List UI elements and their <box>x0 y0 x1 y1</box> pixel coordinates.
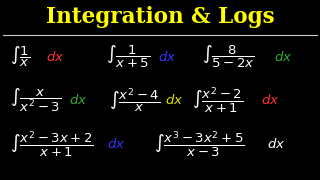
Text: $dx$: $dx$ <box>46 50 65 64</box>
Text: $\int \dfrac{x^2-2}{x+1}$: $\int \dfrac{x^2-2}{x+1}$ <box>192 85 243 115</box>
Text: $dx$: $dx$ <box>261 93 279 107</box>
Text: $\int \dfrac{x^2-3x+2}{x+1}$: $\int \dfrac{x^2-3x+2}{x+1}$ <box>10 129 93 159</box>
Text: $\int \dfrac{x^3-3x^2+5}{x-3}$: $\int \dfrac{x^3-3x^2+5}{x-3}$ <box>154 129 244 159</box>
Text: $dx$: $dx$ <box>274 50 292 64</box>
Text: $dx$: $dx$ <box>267 137 285 151</box>
Text: $\int \dfrac{x^2-4}{x}$: $\int \dfrac{x^2-4}{x}$ <box>109 86 160 114</box>
Text: $\int \dfrac{1}{x}$: $\int \dfrac{1}{x}$ <box>10 45 30 69</box>
Text: $dx$: $dx$ <box>69 93 87 107</box>
Text: $\int \dfrac{1}{x+5}$: $\int \dfrac{1}{x+5}$ <box>106 44 150 70</box>
Text: $\int \dfrac{8}{5-2x}$: $\int \dfrac{8}{5-2x}$ <box>202 44 254 70</box>
Text: Integration & Logs: Integration & Logs <box>46 6 274 28</box>
Text: $\int \dfrac{x}{x^2-3}$: $\int \dfrac{x}{x^2-3}$ <box>10 86 61 114</box>
Text: $dx$: $dx$ <box>107 137 125 151</box>
Text: $dx$: $dx$ <box>165 93 183 107</box>
Text: $dx$: $dx$ <box>158 50 177 64</box>
